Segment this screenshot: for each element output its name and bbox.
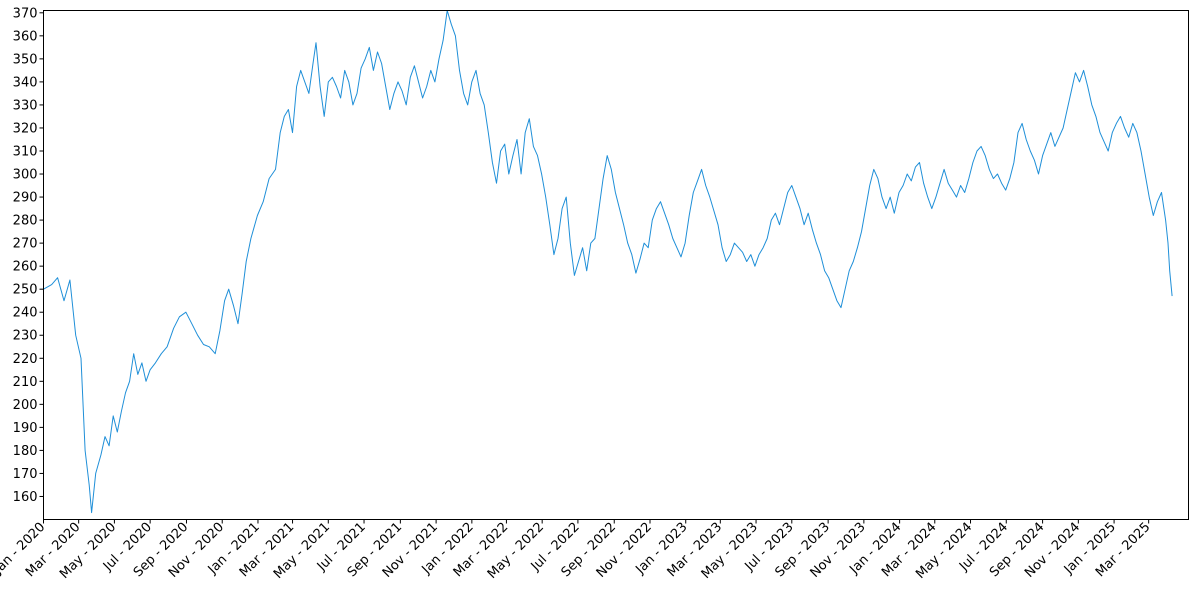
y-tick-label: 180 [13,444,38,459]
y-tick-label: 310 [13,144,38,159]
y-tick-label: 220 [13,352,38,367]
series-line [43,10,1173,514]
y-tick-label: 360 [13,29,38,44]
series-layer [43,10,1173,514]
y-tick-label: 280 [13,214,38,229]
plot-area-frame [43,10,1189,520]
y-tick-label: 250 [13,283,38,298]
y-tick-label: 370 [13,6,38,21]
y-tick-label: 160 [13,490,38,505]
y-tick-label: 290 [13,191,38,206]
y-tick-label: 190 [13,421,38,436]
y-tick-label: 170 [13,467,38,482]
y-tick-label: 270 [13,237,38,252]
y-tick-label: 340 [13,75,38,90]
y-tick-label: 240 [13,306,38,321]
y-tick-label: 350 [13,52,38,67]
y-tick-label: 230 [13,329,38,344]
y-tick-label: 320 [13,121,38,136]
y-tick-label: 200 [13,398,38,413]
y-tick-label: 300 [13,168,38,183]
y-tick-label: 210 [13,375,38,390]
y-axis: 160 170 180 190 200 210 220 230 240 250 260 270 280 2… [13,6,44,505]
y-tick-label: 330 [13,98,38,113]
y-tick-label: 260 [13,260,38,275]
